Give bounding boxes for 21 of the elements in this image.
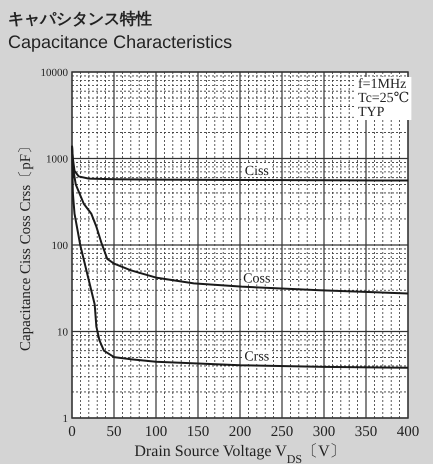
annotation: f=1MHz (358, 77, 406, 92)
x-tick-label: 400 (396, 424, 420, 440)
annotation: Tc=25℃ (358, 91, 410, 106)
x-tick-label: 250 (270, 424, 294, 440)
x-tick-label: 350 (354, 424, 378, 440)
x-tick-label: 150 (186, 424, 210, 440)
ylabel: Capacitance Ciss Coss Crss〔pF〕 (18, 138, 34, 352)
xlabel: Drain Source Voltage V$_{DS}$〔V〕 (134, 443, 346, 464)
subtitle: Capacitance Characteristics (8, 32, 232, 52)
y-tick-label: 10 (57, 326, 68, 338)
y-tick-label: 10000 (40, 67, 68, 79)
x-tick-label: 300 (312, 424, 336, 440)
title: キャパシタンス特性 (8, 11, 152, 28)
x-tick-label: 0 (68, 424, 76, 440)
annotation: TYP (358, 105, 385, 120)
x-tick-label: 200 (228, 424, 252, 440)
y-tick-label: 1 (62, 413, 68, 425)
x-tick-label: 100 (144, 424, 168, 440)
x-tick-label: 50 (106, 424, 122, 440)
y-tick-label: 1000 (46, 154, 68, 166)
y-tick-label: 100 (52, 240, 68, 252)
